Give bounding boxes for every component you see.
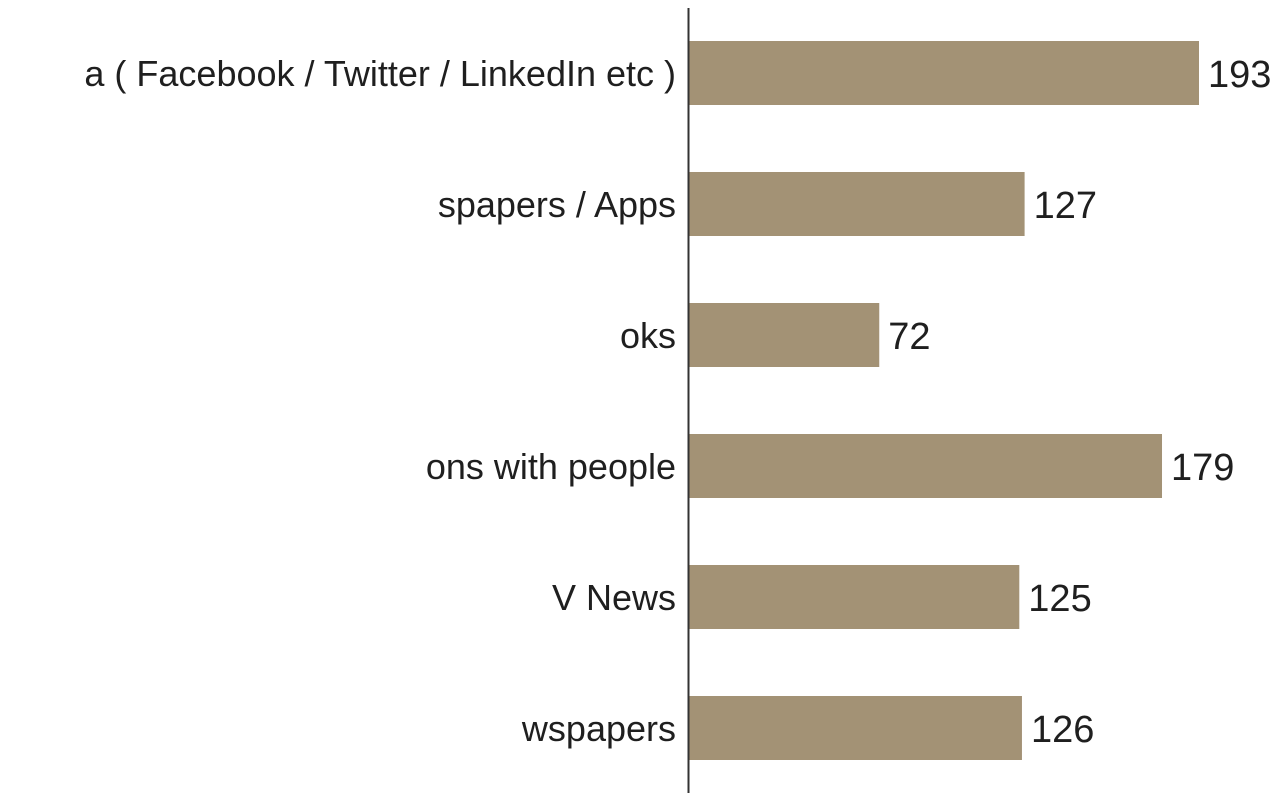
category-label: V News: [552, 577, 676, 618]
bar: [689, 172, 1025, 236]
value-label: 125: [1028, 578, 1091, 620]
category-label: a ( Facebook / Twitter / LinkedIn etc ): [84, 53, 676, 94]
value-label: 72: [888, 316, 930, 358]
value-labels: 193 127 72 179 125 126: [888, 54, 1271, 751]
bars: [689, 41, 1199, 760]
category-label: spapers / Apps: [438, 184, 676, 225]
category-label: oks: [620, 315, 676, 356]
bar: [689, 565, 1020, 629]
bar: [689, 303, 880, 367]
category-labels: a ( Facebook / Twitter / LinkedIn etc ) s…: [84, 53, 676, 749]
value-label: 193: [1208, 54, 1271, 96]
category-label: wspapers: [521, 708, 676, 749]
value-label: 126: [1031, 709, 1094, 751]
value-label: 179: [1171, 447, 1234, 489]
bar: [689, 434, 1163, 498]
category-label: ons with people: [426, 446, 676, 487]
bar: [689, 41, 1199, 105]
bar: [689, 696, 1022, 760]
value-label: 127: [1034, 185, 1097, 227]
